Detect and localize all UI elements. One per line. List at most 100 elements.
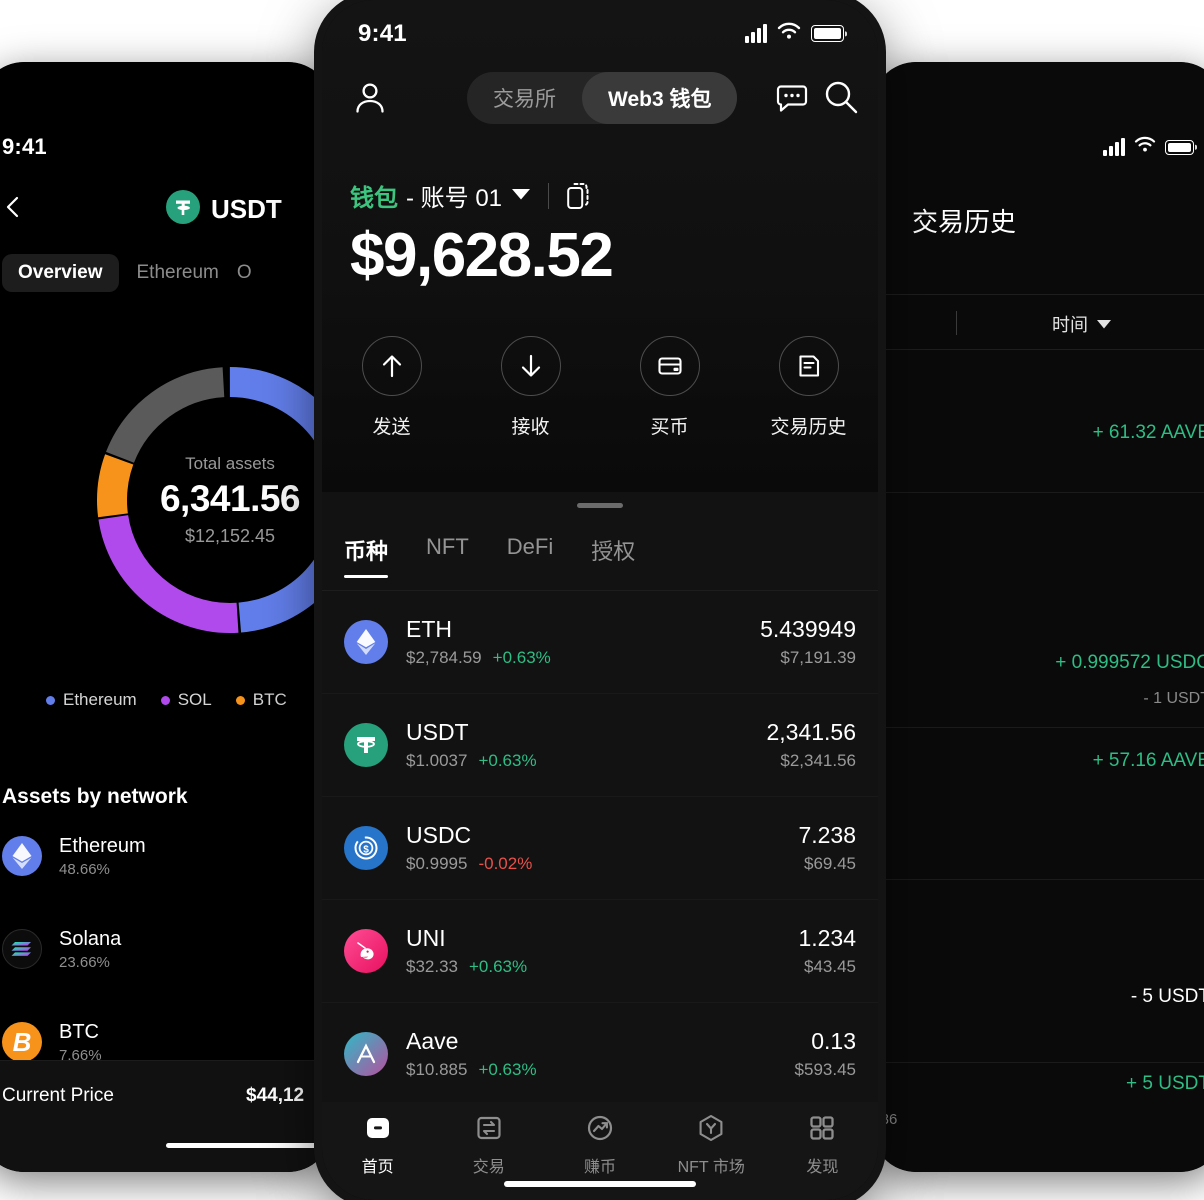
token-info: USDT $1.0037 +0.63% (406, 719, 766, 771)
nav-label: 赚币 (584, 1159, 617, 1176)
donut-segment-ethereum (97, 367, 332, 633)
sheet-grabber[interactable] (577, 503, 623, 508)
hexagon-y-icon (695, 1112, 727, 1144)
token-row-usdc[interactable]: $ USDC $0.9995 -0.02% 7.238 $ (322, 797, 878, 900)
donut-center-label: Total assets (185, 453, 275, 473)
token-row-usdt[interactable]: USDT $1.0037 +0.63% 2,341.56 $2,341.56 (322, 694, 878, 797)
left-phone-usdt-overview: 9:41 USDT (0, 62, 332, 1172)
donut-center-value: 6,341.56 (159, 477, 301, 519)
profile-button[interactable] (350, 78, 390, 118)
chevron-down-icon (512, 187, 531, 205)
tab-defi[interactable]: DeFi (506, 534, 554, 559)
battery-icon (811, 25, 844, 42)
account-divider (548, 182, 550, 209)
search-button[interactable] (822, 78, 860, 116)
filter-time[interactable]: 时间 (1052, 311, 1111, 337)
token-list[interactable]: ETH $2,784.59 +0.63% 5.439949 $7,191.39 (322, 590, 878, 1102)
token-price-row: $32.33 +0.63% (406, 957, 798, 977)
back-button[interactable] (0, 192, 28, 222)
svg-text:$: $ (363, 844, 369, 855)
transaction-subamount: - 1 USDT (1143, 690, 1204, 707)
nav-trade[interactable]: 交易 (433, 1112, 544, 1177)
network-name: Solana (59, 928, 122, 950)
transaction-amount: - 5 USDT (1130, 986, 1204, 1007)
transaction-row[interactable]: + 0.999572 USDC - 1 USDT (872, 512, 1204, 732)
network-pct: 23.66% (59, 954, 110, 971)
center-status-time: 9:41 (358, 20, 407, 47)
ethereum-icon (344, 620, 388, 664)
legend-dot-ethereum (46, 695, 55, 705)
center-phone-web3-wallet: 9:41 交易所 Web3 钱包 (322, 0, 878, 1200)
token-row-aave[interactable]: Aave $10.885 +0.63% 0.13 $593.45 (322, 1003, 878, 1102)
token-amount: 2,341.56 (766, 718, 856, 745)
legend-label-sol: SOL (177, 690, 212, 709)
token-amount: 0.13 (811, 1027, 856, 1054)
nav-discover[interactable]: 发现 (767, 1112, 878, 1177)
legend-label-btc: BTC (252, 690, 287, 709)
transaction-row[interactable]: - 5 USDT 0a (872, 880, 1204, 1070)
ethereum-icon (2, 836, 42, 876)
action-send[interactable]: 发送 (322, 336, 461, 439)
transaction-row[interactable]: + 61.32 AAVE (872, 362, 1204, 512)
token-amount: 1.234 (798, 924, 856, 951)
nav-earn[interactable]: 赚币 (544, 1112, 655, 1177)
action-receive[interactable]: 接收 (461, 336, 600, 439)
tab-tokens[interactable]: 币种 (344, 534, 389, 578)
segment-exchange[interactable]: 交易所 (493, 88, 556, 111)
chat-button[interactable] (774, 80, 810, 116)
battery-icon (1165, 139, 1194, 155)
transaction-row[interactable]: + 5 USDT ba86 (872, 1063, 1204, 1172)
token-change: +0.63% (478, 1060, 537, 1080)
nav-nft-market[interactable]: NFT 市场 (656, 1112, 767, 1177)
usdt-icon (166, 190, 200, 229)
right-phone-screen: 交易历史 时间 + 61.32 AAVE + 0.999572 USDC - 1… (872, 62, 1204, 1172)
token-change: +0.63% (478, 751, 537, 771)
token-balance: 7.238 $69.45 (798, 822, 856, 874)
transaction-row[interactable]: + 57.16 AAVE (872, 728, 1204, 878)
token-balance: 1.234 $43.45 (798, 925, 856, 977)
person-icon (356, 83, 384, 113)
wallet-actions: 发送 接收 买币 交易 (322, 336, 878, 439)
nav-label: 发现 (806, 1159, 839, 1176)
current-price-label: Current Price (2, 1085, 114, 1106)
action-transaction-history[interactable]: 交易历史 (739, 336, 878, 439)
segment-web3-wallet[interactable]: Web3 钱包 (582, 72, 738, 124)
token-price: $0.9995 (406, 854, 468, 874)
trending-up-icon (584, 1112, 616, 1144)
right-status-icons (1103, 136, 1194, 158)
network-row-ethereum[interactable]: Ethereum 48.66% (2, 834, 146, 878)
grid-icon (806, 1112, 838, 1144)
tab-ethereum[interactable]: Ethereum (136, 262, 219, 283)
token-row-eth[interactable]: ETH $2,784.59 +0.63% 5.439949 $7,191.39 (322, 591, 878, 694)
account-selector[interactable]: 钱包 - 账号 01 (350, 178, 591, 213)
tab-other[interactable]: O (236, 262, 252, 283)
usdc-icon: $ (344, 826, 388, 870)
chevron-down-icon (1097, 319, 1111, 328)
copy-address-button[interactable] (567, 182, 591, 210)
action-buy[interactable]: 买币 (600, 336, 739, 439)
nav-home[interactable]: 首页 (322, 1112, 433, 1177)
tab-overview[interactable]: Overview (2, 254, 119, 292)
network-row-solana[interactable]: Solana 23.66% (2, 927, 121, 971)
token-symbol: Aave (406, 1027, 459, 1054)
account-name: - 账号 01 (406, 185, 503, 212)
token-symbol: USDT (211, 194, 282, 224)
tab-approvals[interactable]: 授权 (591, 539, 636, 564)
legend-item-ethereum: Ethereum (46, 690, 137, 710)
left-home-indicator (166, 1143, 326, 1148)
uniswap-icon (344, 929, 388, 973)
filter-time-label: 时间 (1052, 315, 1088, 335)
legend-item-sol: SOL (160, 690, 212, 710)
network-row-btc[interactable]: B BTC 7.66% (2, 1020, 102, 1064)
center-home-indicator (504, 1181, 696, 1187)
action-label: 发送 (372, 417, 411, 438)
tab-nft[interactable]: NFT (426, 534, 469, 559)
token-row-uni[interactable]: UNI $32.33 +0.63% 1.234 $43.45 (322, 900, 878, 1003)
transaction-amount: + 61.32 AAVE (1092, 422, 1204, 443)
copy-icon (567, 182, 589, 209)
document-list-icon (778, 336, 839, 396)
token-info: USDC $0.9995 -0.02% (406, 822, 798, 874)
action-label: 接收 (511, 417, 550, 438)
donut-segment-btc (97, 367, 332, 633)
bitcoin-icon: B (2, 1022, 42, 1062)
